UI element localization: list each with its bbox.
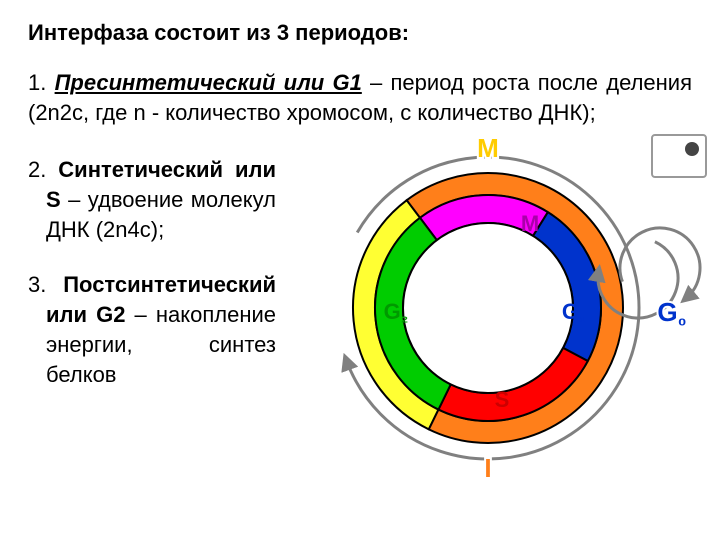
label-S: S	[495, 387, 510, 412]
para2-prefix: 2.	[28, 157, 58, 182]
para3-prefix: 3.	[28, 272, 63, 297]
para1-prefix: 1.	[28, 70, 55, 95]
para2-rest: – удвоение молекул ДНК (2n4c);	[46, 187, 276, 242]
label-M_in: M	[521, 211, 539, 236]
paragraph-1: 1. Пресинтетический или G1 – период рост…	[28, 68, 692, 127]
paragraph-2: 2. Синтетический или S – удвоение молеку…	[28, 155, 276, 244]
label-G0: G₀	[657, 297, 686, 330]
label-I: I	[484, 453, 491, 483]
cell-cycle-diagram: MIG₀MG₁G₂S	[278, 123, 718, 503]
paragraph-3: 3. Постсинтетический или G2 – накопление…	[28, 270, 276, 389]
title: Интерфаза состоит из 3 периодов:	[28, 20, 692, 46]
diagram-area: MIG₀MG₁G₂S	[288, 155, 692, 485]
para1-emph: Пресинтетический или G1	[55, 70, 362, 95]
label-M_out: M	[477, 133, 499, 163]
left-column: 2. Синтетический или S – удвоение молеку…	[28, 155, 288, 485]
